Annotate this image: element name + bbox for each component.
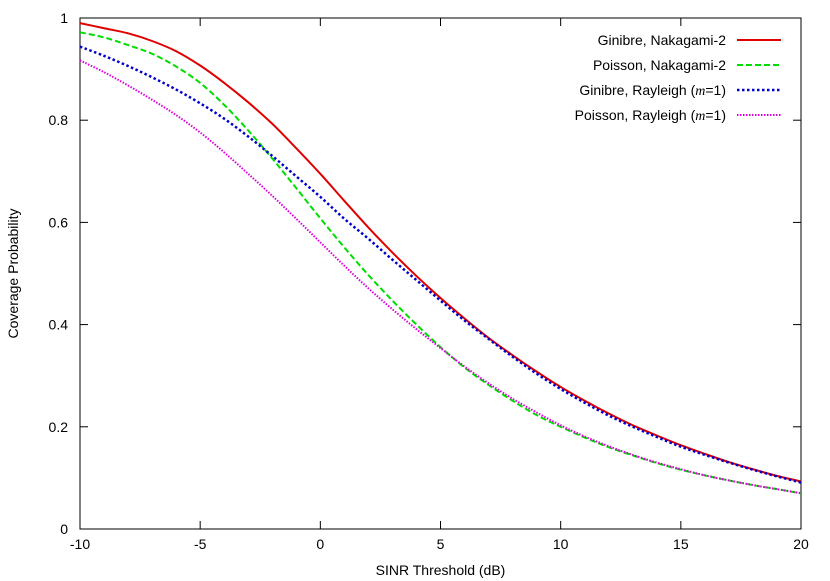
x-tick-label: -10 xyxy=(70,536,90,552)
x-tick-label: -5 xyxy=(194,536,207,552)
y-tick-label: 0 xyxy=(60,521,68,537)
series-line-1 xyxy=(79,22,802,483)
x-tick-label: 5 xyxy=(437,536,445,552)
x-tick-label: 20 xyxy=(793,536,809,552)
series-line-2 xyxy=(79,31,802,495)
legend-label-2: Poisson, Nakagami-2 xyxy=(593,57,726,73)
y-axis-label: Coverage Probability xyxy=(5,209,21,339)
legend-label-part: Ginibre, Nakagami-2 xyxy=(598,32,727,48)
legend-label-1: Ginibre, Nakagami-2 xyxy=(598,32,727,48)
series-line-3 xyxy=(79,45,802,484)
x-tick-label: 10 xyxy=(553,536,569,552)
legend-label-4: Poisson, Rayleigh (m=1) xyxy=(575,107,726,124)
x-tick-label: 0 xyxy=(316,536,324,552)
x-tick-label: 15 xyxy=(673,536,689,552)
legend-label-part: Poisson, Nakagami-2 xyxy=(593,57,726,73)
y-tick-label: 0.6 xyxy=(49,214,69,230)
y-tick-label: 0.4 xyxy=(49,317,69,333)
legend-label-3: Ginibre, Rayleigh (m=1) xyxy=(579,82,726,99)
legend-label-part: Ginibre, Rayleigh ( xyxy=(579,82,695,98)
y-tick-label: 0.2 xyxy=(49,419,69,435)
y-tick-label: 1 xyxy=(60,10,68,26)
legend-label-part: =1) xyxy=(705,82,726,98)
legend-label-part: m xyxy=(695,109,705,124)
legend-label-part: =1) xyxy=(705,107,726,123)
x-axis-label: SINR Threshold (dB) xyxy=(376,562,506,578)
legend-label-part: Poisson, Rayleigh ( xyxy=(575,107,696,123)
legend-label-part: m xyxy=(695,84,705,99)
y-tick-label: 0.8 xyxy=(49,112,69,128)
series-line-4 xyxy=(79,59,802,495)
